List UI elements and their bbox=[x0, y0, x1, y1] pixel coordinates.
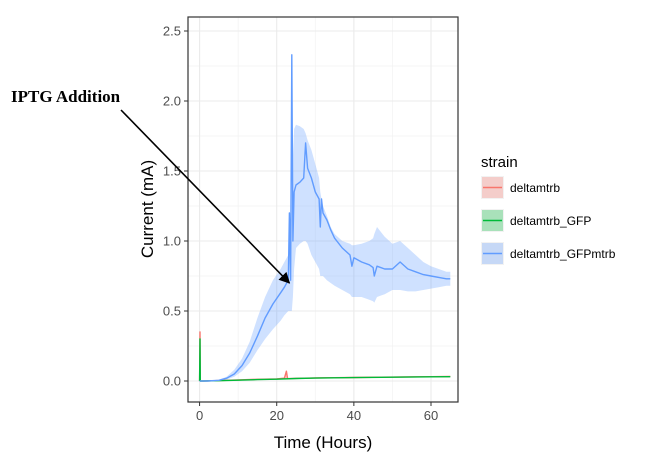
plot-panel-border bbox=[187, 16, 459, 403]
legend-item-deltamtrb_GFPmtrb: deltamtrb_GFPmtrb bbox=[481, 242, 616, 265]
legend-label: deltamtrb_GFPmtrb bbox=[510, 247, 616, 261]
x-axis-title: Time (Hours) bbox=[274, 433, 373, 452]
legend-item-deltamtrb_GFP: deltamtrb_GFP bbox=[481, 209, 591, 232]
grid-major bbox=[188, 17, 458, 402]
series-lines bbox=[198, 54, 451, 382]
line-deltamtrb_GFPmtrb bbox=[199, 54, 451, 382]
x-tick-label: 60 bbox=[424, 408, 438, 423]
y-axis-title: Current (mA) bbox=[138, 160, 157, 258]
legend-title: strain bbox=[481, 154, 518, 171]
y-tick-label: 2.5 bbox=[163, 24, 181, 39]
legend-item-deltamtrb: deltamtrb bbox=[481, 176, 560, 199]
annotation-text: IPTG Addition bbox=[11, 87, 121, 106]
legend-label: deltamtrb_GFP bbox=[510, 214, 591, 228]
ribbon-deltamtrb_GFPmtrb bbox=[199, 124, 451, 382]
x-tick-label: 40 bbox=[347, 408, 361, 423]
legend: strain deltamtrb deltamtrb_GFP deltamtrb_G… bbox=[481, 154, 616, 265]
annotation: IPTG Addition bbox=[11, 87, 291, 284]
y-axis-ticks: 0.0 0.5 1.0 1.5 2.0 2.5 bbox=[163, 24, 188, 389]
y-tick-label: 0.0 bbox=[163, 374, 181, 389]
y-tick-label: 1.0 bbox=[163, 234, 181, 249]
legend-label: deltamtrb bbox=[510, 181, 560, 195]
grid-minor bbox=[188, 17, 458, 402]
x-tick-label: 20 bbox=[269, 408, 283, 423]
annotation-arrow bbox=[120, 109, 291, 284]
y-tick-label: 2.0 bbox=[163, 94, 181, 109]
y-tick-label: 0.5 bbox=[163, 304, 181, 319]
y-tick-label: 1.5 bbox=[163, 164, 181, 179]
x-tick-label: 0 bbox=[196, 408, 203, 423]
x-axis-ticks: 0 20 40 60 bbox=[196, 402, 438, 423]
